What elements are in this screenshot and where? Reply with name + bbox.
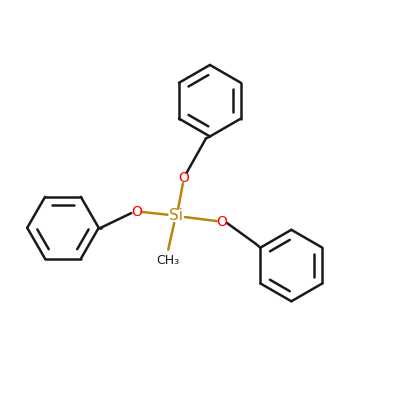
Text: O: O [216, 215, 227, 229]
Text: O: O [179, 171, 190, 185]
Text: CH₃: CH₃ [157, 254, 180, 267]
Text: O: O [131, 205, 142, 219]
Text: Si: Si [169, 208, 183, 223]
